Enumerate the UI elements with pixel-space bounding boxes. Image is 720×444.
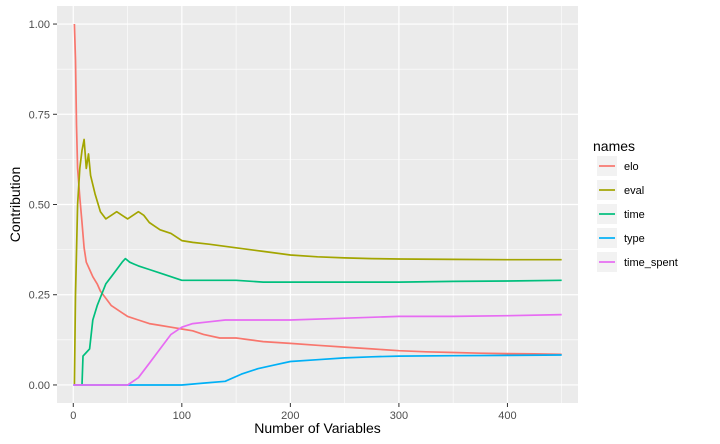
legend-label-elo: elo (624, 161, 639, 173)
legend-label-time-spent: time_spent (624, 257, 678, 269)
legend-label-type: type (624, 233, 645, 245)
series-line-time (81, 257, 562, 386)
x-tick-label: 200 (281, 410, 299, 422)
y-tick-label: 0.00 (29, 380, 50, 392)
x-tick-label: 300 (390, 410, 408, 422)
x-tick-label: 400 (498, 410, 516, 422)
legend: names elo eval time type time_spent (593, 138, 678, 272)
series-line-eval (73, 138, 562, 386)
legend-label-eval: eval (624, 185, 644, 197)
y-tick-label: 0.50 (29, 200, 50, 212)
y-tick-label: 0.75 (29, 109, 50, 121)
legend-title: names (593, 138, 635, 154)
legend-label-time: time (624, 209, 645, 221)
y-axis: 0.00 0.25 0.50 0.75 1.00 (29, 19, 57, 392)
series-lines (73, 23, 562, 386)
x-tick-label: 0 (70, 410, 76, 422)
series-line-type (73, 354, 562, 386)
x-axis-title: Number of Variables (254, 420, 381, 436)
grid-major (57, 6, 578, 403)
series-line-time-spent (73, 313, 562, 386)
y-axis-title: Contribution (7, 167, 23, 243)
y-tick-label: 0.25 (29, 290, 50, 302)
series-line-elo (73, 23, 562, 356)
x-axis: 0 100 200 300 400 (70, 403, 517, 422)
y-tick-label: 1.00 (29, 19, 50, 31)
x-tick-label: 100 (173, 410, 191, 422)
